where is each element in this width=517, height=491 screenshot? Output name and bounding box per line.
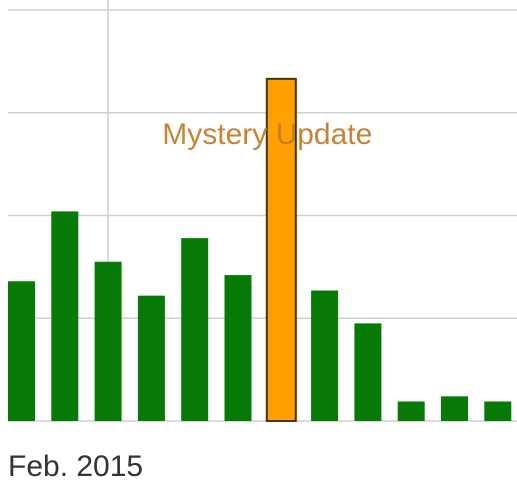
bar xyxy=(224,275,252,421)
bar xyxy=(137,295,165,421)
bar xyxy=(397,401,425,421)
bar xyxy=(484,401,512,421)
bar xyxy=(51,211,79,421)
bar xyxy=(354,323,382,421)
bar xyxy=(94,261,122,421)
bar xyxy=(181,238,209,421)
bar xyxy=(311,290,339,421)
bar xyxy=(441,396,468,421)
annotation: Mystery Update xyxy=(162,118,372,151)
bar xyxy=(265,77,297,422)
bar xyxy=(8,281,35,421)
x-axis-label: Feb. 2015 xyxy=(8,450,143,483)
